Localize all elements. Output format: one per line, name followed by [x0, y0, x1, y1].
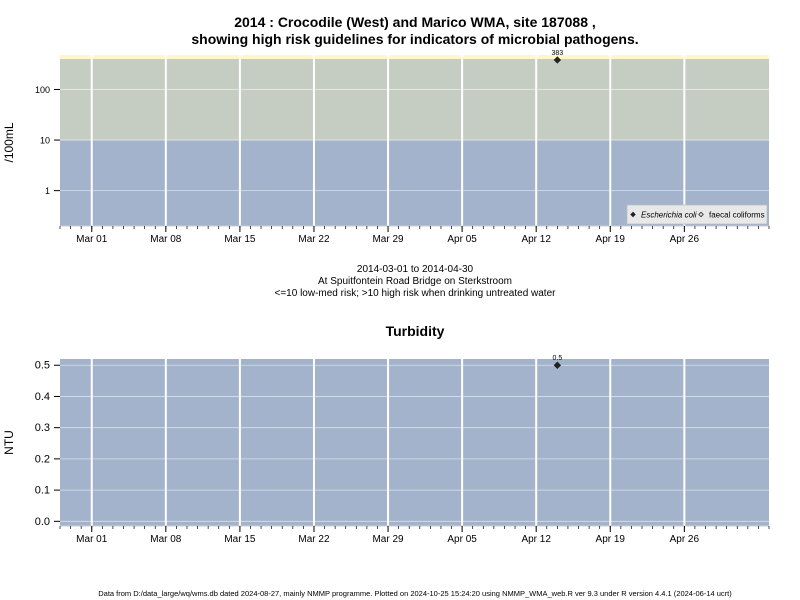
chart1-x-tick-label: Mar 22 — [298, 234, 330, 245]
chart1-x-tick-label: Mar 01 — [76, 234, 108, 245]
chart1-y-axis-label: /100mL — [2, 122, 16, 162]
chart2-x-tick-label: Apr 26 — [670, 534, 700, 545]
chart1-x-tick-label: Apr 12 — [521, 234, 551, 245]
chart2-y-tick-label: 0.2 — [35, 453, 50, 465]
chart2-y-axis-label: NTU — [2, 430, 16, 455]
chart1-x-tick-label: Apr 19 — [596, 234, 626, 245]
chart2-x-tick-label: Mar 29 — [372, 534, 404, 545]
chart2-x-tick-label: Apr 19 — [596, 534, 626, 545]
chart1-x-tick-label: Mar 08 — [150, 234, 182, 245]
chart2-y-tick-label: 0.0 — [35, 516, 50, 528]
chart2-x-tick-label: Mar 08 — [150, 534, 182, 545]
chart2-x-tick-label: Mar 01 — [76, 534, 108, 545]
chart2-data-label: 0.5 — [552, 355, 562, 362]
chart1-y-tick-label: 1 — [45, 186, 50, 196]
chart2-x-tick-label: Mar 15 — [224, 534, 256, 545]
chart2-y-tick-label: 0.3 — [35, 422, 50, 434]
chart2-title: Turbidity — [385, 323, 445, 339]
chart1-x-tick-label: Mar 29 — [372, 234, 404, 245]
chart1-x-tick-label: Mar 15 — [224, 234, 256, 245]
chart1-band-high — [60, 59, 769, 141]
chart1-x-tick-label: Apr 05 — [447, 234, 477, 245]
chart1-x-tick-label: Apr 26 — [670, 234, 700, 245]
chart1-title-line1: 2014 : Crocodile (West) and Marico WMA, … — [234, 14, 596, 30]
chart2-data-point — [553, 361, 562, 369]
chart2-x-tick-label: Apr 05 — [447, 534, 477, 545]
chart2-x-tick-label: Apr 12 — [521, 534, 551, 545]
chart1-title-line2: showing high risk guidelines for indicat… — [191, 31, 639, 47]
chart1-y-tick-label: 10 — [40, 136, 50, 146]
chart1-legend-box — [626, 204, 768, 225]
chart1-legend-marker-ecoli — [630, 211, 636, 218]
chart2-plot-background — [60, 359, 769, 526]
chart1-legend-label-ecoli: Escherichia coli — [641, 210, 697, 219]
chart1-caption-line2: At Spuitfontein Road Bridge on Sterkstro… — [318, 276, 512, 287]
chart2-y-tick-label: 0.4 — [35, 391, 50, 403]
chart2-y-tick-label: 0.5 — [35, 360, 50, 372]
chart1-legend-label-faecal: faecal coliforms — [709, 210, 765, 219]
chart1-data-point — [553, 56, 562, 64]
chart1-legend-marker-faecal — [698, 211, 704, 218]
chart1-caption-line3: <=10 low-med risk; >10 high risk when dr… — [274, 288, 556, 299]
chart1-data-label: 383 — [552, 50, 564, 57]
chart1-caption-line1: 2014-03-01 to 2014-04-30 — [356, 264, 474, 275]
footer-note: Data from D:/data_large/wq/wms.db dated … — [98, 589, 732, 598]
chart1-top-strip — [60, 55, 769, 59]
chart2-x-tick-label: Mar 22 — [298, 534, 330, 545]
chart2-y-tick-label: 0.1 — [35, 485, 50, 497]
chart1-y-tick-label: 100 — [35, 85, 50, 95]
